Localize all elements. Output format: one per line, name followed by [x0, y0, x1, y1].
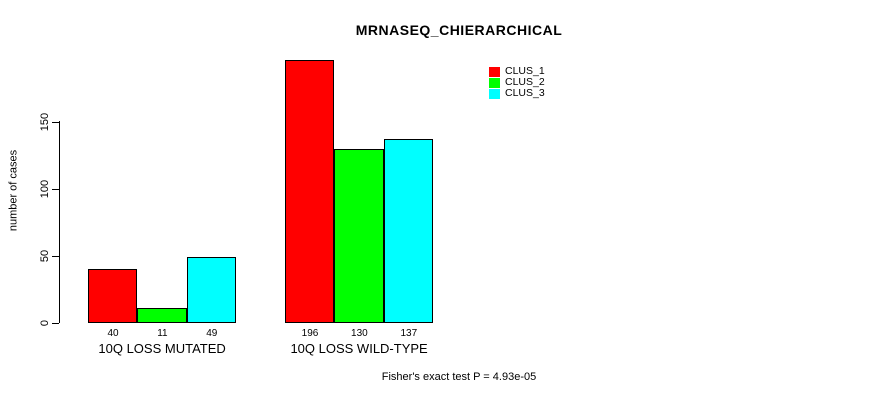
bar-value-label: 196: [301, 328, 319, 339]
legend-row: CLUS_3: [489, 88, 545, 99]
legend-label: CLUS_1: [505, 65, 545, 77]
bar-value-label: 11: [157, 328, 168, 339]
bar-clus_2-group1: [137, 308, 187, 323]
bar-clus_3-group2: [383, 139, 434, 323]
y-tick-label: 150: [39, 112, 51, 131]
y-tick-label: 100: [39, 179, 51, 198]
annotation-text: Fisher's exact test P = 4.93e-05: [381, 371, 537, 383]
bar-clus_3-group1: [186, 257, 237, 323]
bar-value-label: 40: [107, 328, 119, 339]
legend-label: CLUS_2: [505, 76, 545, 88]
y-tick-mark: [52, 255, 59, 257]
chart-title: MRNASEQ_CHIERARCHICAL: [355, 22, 563, 38]
y-tick-mark: [52, 121, 59, 123]
legend-swatch-icon: [489, 77, 500, 88]
legend-row: CLUS_1: [489, 66, 545, 77]
bar-clus_2-group2: [334, 148, 384, 323]
y-axis-line: [59, 121, 60, 323]
bar-value-label: 130: [351, 328, 368, 339]
legend-swatch-icon: [489, 66, 500, 77]
category-label: 10Q LOSS WILD-TYPE: [290, 341, 428, 356]
bar-value-label: 49: [206, 328, 218, 339]
legend-swatch-icon: [489, 88, 500, 99]
legend-label: CLUS_3: [505, 87, 545, 99]
y-tick-label: 0: [39, 319, 51, 327]
legend: CLUS_1 CLUS_2 CLUS_3: [489, 66, 545, 99]
y-tick-label: 50: [39, 249, 51, 263]
legend-row: CLUS_2: [489, 77, 545, 88]
bar-clus_1-group2: [285, 59, 335, 323]
y-axis-label: number of cases: [7, 149, 20, 232]
bar-clus_1-group1: [88, 269, 138, 323]
y-tick-mark: [52, 323, 59, 324]
category-label: 10Q LOSS MUTATED: [98, 341, 226, 356]
bar-value-label: 137: [400, 328, 418, 339]
y-tick-mark: [52, 188, 59, 190]
